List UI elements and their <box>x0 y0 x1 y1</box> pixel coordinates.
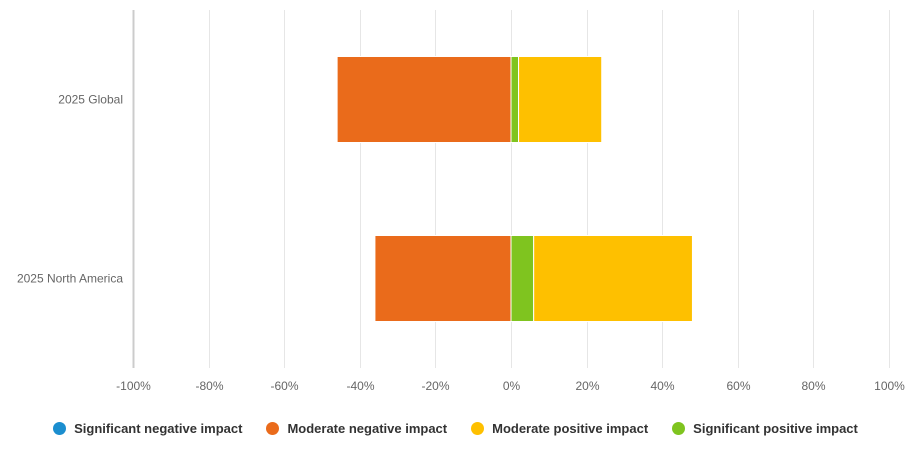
bar-segment <box>374 235 512 322</box>
x-tick-label: -20% <box>421 379 449 393</box>
y-category-label: 2025 Global <box>58 93 123 107</box>
x-tick-label: -80% <box>195 379 223 393</box>
legend-swatch <box>672 421 686 435</box>
x-tick-label: 0% <box>503 379 521 393</box>
x-tick-label: -60% <box>270 379 298 393</box>
legend-swatch <box>53 421 67 435</box>
x-tick-label: 40% <box>650 379 674 393</box>
legend-item[interactable]: Significant positive impact <box>672 421 858 436</box>
x-tick-label: 60% <box>726 379 750 393</box>
legend-item[interactable]: Moderate positive impact <box>471 421 648 436</box>
legend: Significant negative impact Moderate nega… <box>0 414 911 442</box>
legend-label: Significant positive impact <box>693 420 858 436</box>
legend-label: Moderate positive impact <box>492 420 649 436</box>
x-tick-label: 20% <box>575 379 599 393</box>
x-tick-label: 80% <box>801 379 825 393</box>
bars <box>336 56 693 322</box>
legend-swatch <box>266 421 280 435</box>
x-tick-label: -100% <box>116 379 151 393</box>
bar-segment <box>533 235 693 322</box>
x-tick-label: 100% <box>874 379 905 393</box>
legend-label: Significant negative impact <box>74 420 243 436</box>
bar-segment <box>510 56 520 143</box>
bar-segment <box>336 56 512 143</box>
axes: -100% -80% -60% -40% -20% 0% 20% 40% 60% 80% 100% 2… <box>17 10 905 393</box>
bar-segment <box>510 235 535 322</box>
legend-item[interactable]: Significant negative impact <box>53 421 242 436</box>
x-tick-label: -40% <box>346 379 374 393</box>
y-category-label: 2025 North America <box>17 272 123 286</box>
legend-label: Moderate negative impact <box>287 420 448 436</box>
bar-segment <box>518 56 603 143</box>
legend-swatch <box>471 421 485 435</box>
legend-item[interactable]: Moderate negative impact <box>266 421 447 436</box>
